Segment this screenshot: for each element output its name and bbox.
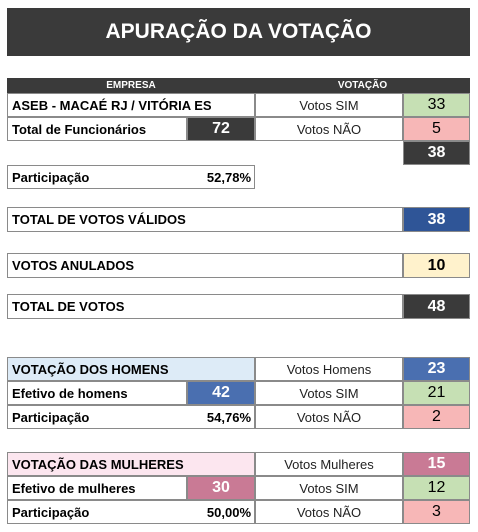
no-label: Votos NÃO: [255, 117, 403, 141]
total-value: 38: [403, 141, 470, 165]
section-title: VOTAÇÃO DOS HOMENS: [7, 357, 255, 381]
total-label: TOTAL DE VOTOS VÁLIDOS: [7, 207, 403, 232]
title: APURAÇÃO DA VOTAÇÃO: [7, 8, 470, 56]
total-value: 10: [403, 253, 470, 278]
staff-value: 30: [187, 476, 255, 500]
no-label: Votos NÃO: [255, 405, 403, 429]
votes-value: 23: [403, 357, 470, 381]
yes-label: Votos SIM: [255, 93, 403, 117]
yes-label: Votos SIM: [255, 476, 403, 500]
no-value: 3: [403, 500, 470, 524]
yes-value: 21: [403, 381, 470, 405]
staff-label: Efetivo de homens: [7, 381, 187, 405]
employees-label: Total de Funcionários: [7, 117, 187, 141]
votes-label: Votos Mulheres: [255, 452, 403, 476]
employees-value: 72: [187, 117, 255, 141]
no-label: Votos NÃO: [255, 500, 403, 524]
total-value: 38: [403, 207, 470, 232]
yes-value: 12: [403, 476, 470, 500]
votes-label: Votos Homens: [255, 357, 403, 381]
staff-value: 42: [187, 381, 255, 405]
participation-value: 54,76%: [187, 405, 255, 429]
yes-label: Votos SIM: [255, 381, 403, 405]
no-value: 5: [403, 117, 470, 141]
company-name: ASEB - MACAÉ RJ / VITÓRIA ES: [7, 93, 255, 117]
header-voting: VOTAÇÃO: [337, 80, 388, 91]
section-title: VOTAÇÃO DAS MULHERES: [7, 452, 255, 476]
header-bar: [7, 78, 470, 93]
total-label: VOTOS ANULADOS: [7, 253, 403, 278]
yes-value: 33: [403, 93, 470, 117]
participation-label: Participação: [7, 500, 187, 524]
header-company: EMPRESA: [106, 80, 156, 91]
no-value: 2: [403, 405, 470, 429]
participation-label: Participação: [7, 405, 187, 429]
participation-value: 50,00%: [187, 500, 255, 524]
total-value: 48: [403, 294, 470, 319]
staff-label: Efetivo de mulheres: [7, 476, 187, 500]
participation-label: Participação: [7, 165, 187, 189]
votes-value: 15: [403, 452, 470, 476]
total-label: TOTAL DE VOTOS: [7, 294, 403, 319]
participation-value: 52,78%: [187, 165, 255, 189]
